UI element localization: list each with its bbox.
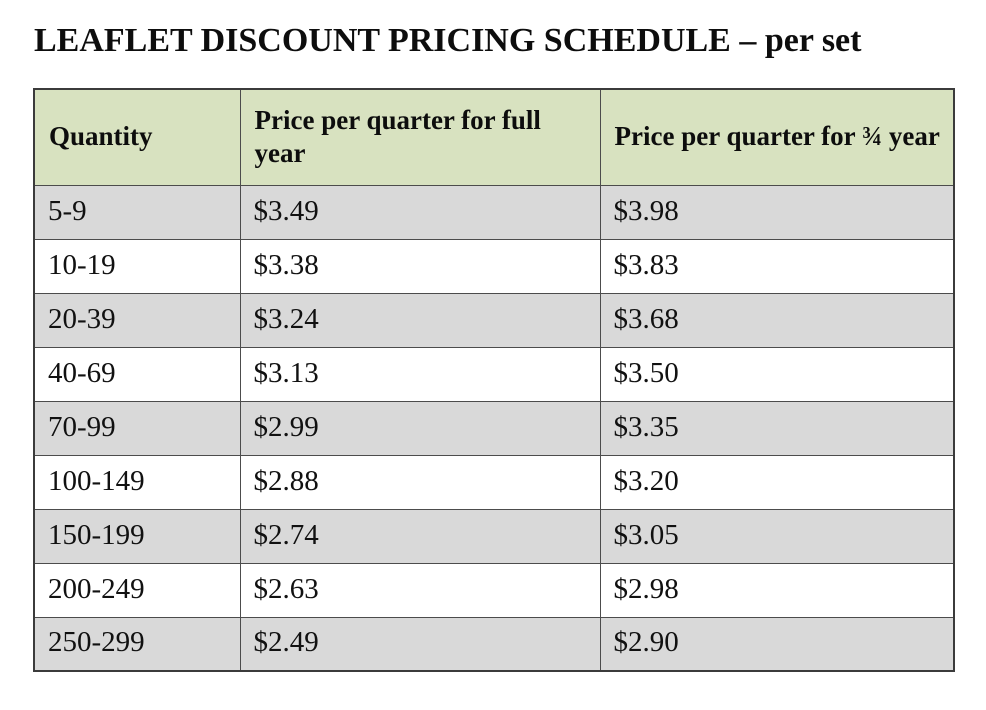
table-row: 20-39 $3.24 $3.68 <box>33 292 955 348</box>
price-three-quarter-year-cell: $3.68 <box>599 292 955 348</box>
price-full-year-cell: $3.13 <box>239 346 601 402</box>
table-row: 5-9 $3.49 $3.98 <box>33 184 955 240</box>
price-three-quarter-year-cell: $3.20 <box>599 454 955 510</box>
price-three-quarter-year-cell: $3.98 <box>599 184 955 240</box>
table-row: 10-19 $3.38 $3.83 <box>33 238 955 294</box>
price-three-quarter-year-cell: $3.50 <box>599 346 955 402</box>
quantity-cell: 10-19 <box>33 238 241 294</box>
table-row: 40-69 $3.13 $3.50 <box>33 346 955 402</box>
price-full-year-cell: $2.49 <box>239 616 601 672</box>
table-row: 200-249 $2.63 $2.98 <box>33 562 955 618</box>
quantity-cell: 200-249 <box>33 562 241 618</box>
price-three-quarter-year-cell: $3.35 <box>599 400 955 456</box>
quantity-cell: 150-199 <box>33 508 241 564</box>
price-full-year-cell: $2.99 <box>239 400 601 456</box>
price-full-year-cell: $3.49 <box>239 184 601 240</box>
price-full-year-cell: $2.74 <box>239 508 601 564</box>
table-row: 100-149 $2.88 $3.20 <box>33 454 955 510</box>
price-full-year-cell: $2.88 <box>239 454 601 510</box>
price-full-year-cell: $3.24 <box>239 292 601 348</box>
page-title: LEAFLET DISCOUNT PRICING SCHEDULE – per … <box>34 22 862 59</box>
price-full-year-cell: $2.63 <box>239 562 601 618</box>
table-row: 150-199 $2.74 $3.05 <box>33 508 955 564</box>
price-three-quarter-year-cell: $3.83 <box>599 238 955 294</box>
quantity-cell: 40-69 <box>33 346 241 402</box>
price-three-quarter-year-cell: $2.98 <box>599 562 955 618</box>
table-header: Quantity Price per quarter for full year… <box>33 88 955 186</box>
column-header-quantity: Quantity <box>33 88 241 186</box>
quantity-cell: 100-149 <box>33 454 241 510</box>
table-row: 70-99 $2.99 $3.35 <box>33 400 955 456</box>
column-header-price-full-year: Price per quarter for full year <box>239 88 601 186</box>
quantity-cell: 70-99 <box>33 400 241 456</box>
price-full-year-cell: $3.38 <box>239 238 601 294</box>
price-three-quarter-year-cell: $2.90 <box>599 616 955 672</box>
table-row: 250-299 $2.49 $2.90 <box>33 616 955 672</box>
quantity-cell: 5-9 <box>33 184 241 240</box>
price-three-quarter-year-cell: $3.05 <box>599 508 955 564</box>
table-body: 5-9 $3.49 $3.98 10-19 $3.38 $3.83 20-39 … <box>33 184 955 672</box>
pricing-table: Quantity Price per quarter for full year… <box>33 88 955 672</box>
quantity-cell: 20-39 <box>33 292 241 348</box>
header-row: Quantity Price per quarter for full year… <box>33 88 955 186</box>
quantity-cell: 250-299 <box>33 616 241 672</box>
column-header-price-three-quarter-year: Price per quarter for ¾ year <box>599 88 955 186</box>
